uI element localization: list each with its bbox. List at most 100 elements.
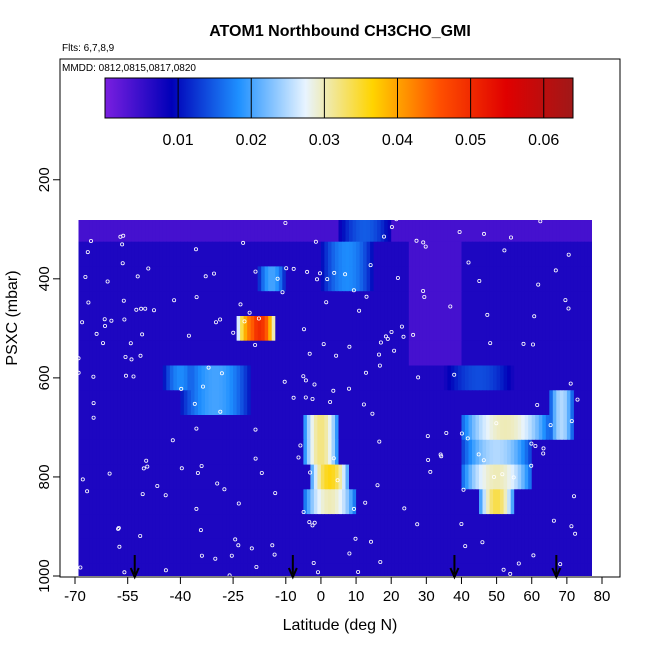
heatmap-cell [106,464,111,490]
heatmap-cell [514,514,519,540]
heatmap-cell [577,489,582,515]
heatmap-cell [559,266,564,292]
heatmap-cell [437,192,441,217]
heatmap-cell [436,266,441,292]
heatmap-cell [124,220,129,243]
heatmap-cell [303,365,308,391]
heatmap-cell [573,464,578,490]
heatmap-cell [166,415,171,441]
heatmap-cell [264,365,269,391]
heatmap-cell [162,266,167,292]
heatmap-cell [503,340,508,367]
heatmap-cell [96,162,100,192]
heatmap-cell [306,439,311,466]
heatmap-cell [296,464,301,490]
heatmap-cell [78,464,83,490]
heatmap-cell [261,489,266,515]
heatmap-cell [401,563,406,576]
heatmap-cell [545,439,550,466]
heatmap-cell [573,266,578,292]
heatmap-cell [173,439,178,466]
heatmap-cell [426,365,431,391]
heatmap-cell [391,464,396,490]
heatmap-cell [373,464,378,490]
heatmap-cell [169,340,174,367]
heatmap-cell [257,316,262,342]
heatmap-cell [387,390,392,416]
heatmap-cell [433,340,438,367]
heatmap-cell [148,514,153,540]
heatmap-cell [145,415,150,441]
heatmap-cell [254,538,259,565]
heatmap-cell [169,563,174,576]
heatmap-cell [570,464,575,490]
heatmap-cell [286,162,290,192]
heatmap-cell [384,291,389,317]
heatmap-cell [250,464,255,490]
heatmap-cell [433,563,438,576]
heatmap-cell [469,162,473,192]
heatmap-cell [436,316,441,342]
sample-point [272,552,277,557]
heatmap-cell [570,538,575,565]
heatmap-cell [338,439,343,466]
heatmap-cell [202,192,206,217]
heatmap-cell [510,489,515,515]
heatmap-cell [549,464,554,490]
heatmap-cell [187,514,192,540]
heatmap-cell [89,291,94,317]
heatmap-cell [426,316,431,342]
heatmap-cell [183,365,188,391]
heatmap-cell [567,192,571,217]
heatmap-cell [145,563,150,576]
heatmap-cell [117,563,122,576]
heatmap-cell [106,340,111,367]
heatmap-cell [468,439,473,466]
heatmap-cell [331,266,336,292]
heatmap-cell [198,415,203,441]
sample-point [213,320,218,325]
heatmap-cell [258,162,262,192]
heatmap-cell [454,439,459,466]
heatmap-cell [254,390,259,416]
heatmap-cell [454,415,459,441]
heatmap-cell [587,241,592,268]
heatmap-cell [387,563,392,576]
heatmap-cell [272,162,276,192]
heatmap-cell [549,563,554,576]
heatmap-cell [296,538,301,565]
heatmap-cell [159,489,164,515]
heatmap-cell [89,241,94,268]
sample-point [361,188,364,191]
heatmap-cell [313,415,318,441]
heatmap-cell [229,390,234,416]
heatmap-cell [342,489,347,515]
heatmap-cell [268,390,273,416]
heatmap-cell [292,340,297,367]
heatmap-cell [433,241,438,268]
heatmap-cell [134,390,139,416]
heatmap-cell [285,220,290,243]
heatmap-cell [345,291,350,317]
sample-point [308,214,311,217]
sample-point [119,205,122,208]
sample-point [253,427,258,432]
heatmap-cell [201,563,206,576]
heatmap-cell [264,489,269,515]
heatmap-cell [556,220,561,243]
heatmap-cell [398,241,403,268]
heatmap-cell [559,390,564,416]
heatmap-cell [306,563,311,576]
heatmap-cell [384,316,389,342]
heatmap-cell [436,220,441,243]
heatmap-cell [106,514,111,540]
heatmap-cell [250,365,255,391]
sample-point [120,261,125,266]
heatmap-cell [236,514,241,540]
heatmap-cell [243,241,248,268]
heatmap-cell [387,514,392,540]
heatmap-cell [331,489,336,515]
heatmap-cell [152,365,157,391]
sample-point [376,352,381,357]
heatmap-cell [577,316,582,342]
